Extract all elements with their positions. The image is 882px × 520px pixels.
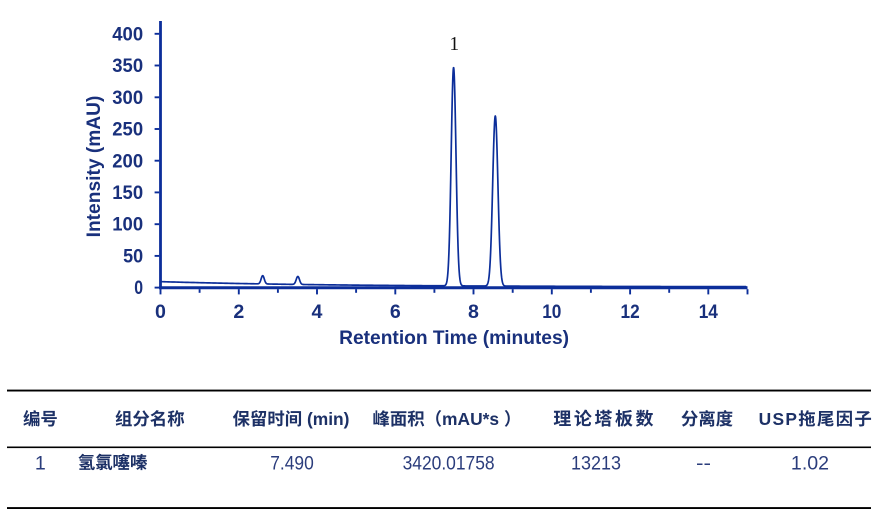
svg-text:0: 0 xyxy=(155,301,166,323)
svg-text:400: 400 xyxy=(112,23,143,45)
svg-text:0: 0 xyxy=(134,277,143,299)
svg-text:Retention Time (minutes): Retention Time (minutes) xyxy=(339,328,569,349)
svg-text:mAU*s: mAU*s xyxy=(442,409,504,429)
svg-text:300: 300 xyxy=(112,87,143,109)
svg-text:350: 350 xyxy=(112,55,143,77)
svg-text:50: 50 xyxy=(123,245,143,267)
svg-text:14: 14 xyxy=(699,301,718,323)
svg-text:12: 12 xyxy=(621,301,640,323)
svg-text:4: 4 xyxy=(312,301,323,323)
svg-text:1: 1 xyxy=(35,452,46,474)
svg-text:7.490: 7.490 xyxy=(270,452,314,474)
svg-text:200: 200 xyxy=(112,150,143,172)
svg-text:150: 150 xyxy=(112,182,143,204)
svg-text:--: -- xyxy=(696,452,711,474)
svg-text:1.02: 1.02 xyxy=(791,452,829,474)
svg-text:Intensity (mAU): Intensity (mAU) xyxy=(84,96,105,238)
svg-text:8: 8 xyxy=(468,301,479,323)
svg-text:250: 250 xyxy=(112,119,143,141)
svg-text:6: 6 xyxy=(390,301,401,323)
svg-text:10: 10 xyxy=(542,301,561,323)
svg-text:13213: 13213 xyxy=(571,452,621,474)
svg-text:3420.01758: 3420.01758 xyxy=(403,452,495,474)
svg-text:1: 1 xyxy=(449,34,459,55)
svg-text:(min): (min) xyxy=(302,409,349,429)
svg-text:2: 2 xyxy=(233,301,244,323)
svg-text:100: 100 xyxy=(112,214,143,236)
svg-text:USP: USP xyxy=(759,409,799,429)
